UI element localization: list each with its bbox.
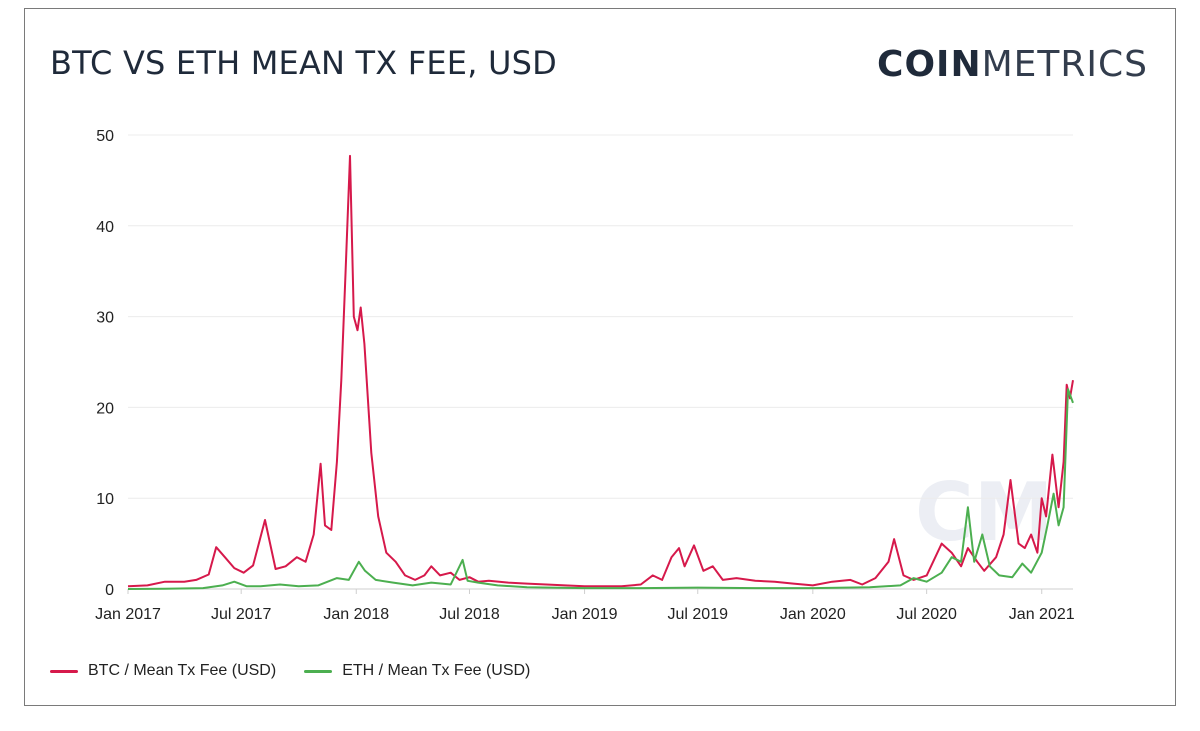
x-tick-label: Jul 2020 (896, 606, 957, 623)
x-tick-label: Jan 2017 (95, 606, 161, 623)
y-tick-label: 10 (96, 491, 114, 508)
series-line-eth[interactable] (127, 388, 1074, 590)
coinmetrics-logo: COINMETRICS (877, 44, 1148, 85)
legend-label-eth: ETH / Mean Tx Fee (USD) (342, 662, 531, 679)
legend-label-btc: BTC / Mean Tx Fee (USD) (88, 662, 277, 679)
legend-swatch-btc (50, 669, 78, 673)
x-tick-label: Jan 2020 (780, 606, 846, 623)
x-tick-label: Jul 2018 (439, 606, 500, 623)
legend-item-eth[interactable]: ETH / Mean Tx Fee (USD) (304, 662, 530, 680)
logo-light-text: METRICS (981, 44, 1148, 85)
x-tick-label: Jul 2017 (211, 606, 272, 623)
y-tick-label: 30 (96, 310, 114, 327)
x-axis: Jan 2017 Jul 2017 Jan 2018 Jul 2018 Jan 2019… (95, 589, 1075, 623)
chart-frame (24, 8, 1176, 706)
x-tick-label: Jul 2019 (668, 606, 729, 623)
grid-lines (128, 134, 1073, 590)
y-tick-label: 20 (96, 400, 114, 417)
chart-title: BTC VS ETH MEAN TX FEE, USD (50, 44, 557, 82)
y-tick-label: 40 (96, 219, 114, 236)
x-tick-label: Jan 2018 (323, 606, 389, 623)
legend-swatch-eth (304, 669, 333, 673)
legend-item-btc[interactable]: BTC / Mean Tx Fee (USD) (50, 662, 276, 680)
y-axis: 0 10 20 30 40 50 (96, 128, 114, 599)
x-tick-label: Jan 2019 (552, 606, 618, 623)
x-tick-label: Jan 2021 (1009, 606, 1075, 623)
y-tick-label: 50 (96, 128, 114, 145)
series-lines (127, 154, 1074, 590)
y-tick-label: 0 (105, 582, 114, 599)
series-line-btc[interactable] (127, 154, 1074, 588)
logo-bold-text: COIN (877, 44, 982, 85)
legend: BTC / Mean Tx Fee (USD) ETH / Mean Tx Fe… (50, 662, 530, 680)
